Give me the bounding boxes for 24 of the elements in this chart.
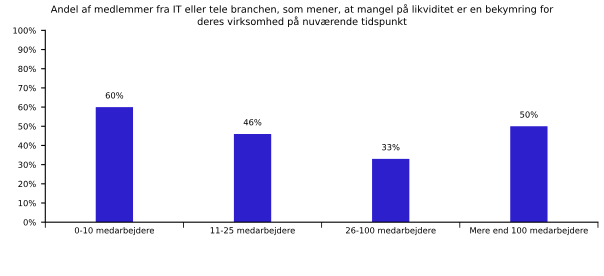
x-tick-label: 26-100 medarbejdere [346,227,436,236]
y-tick-label: 60% [18,104,36,110]
y-tick-label: 20% [18,180,36,188]
data-label: 33% [382,144,400,150]
y-tick-label: 80% [18,66,36,72]
y-tick-label: 70% [18,84,36,92]
bar [234,134,272,222]
y-tick-label: 10% [18,200,36,206]
x-tick-label: 11-25 medarbejdere [210,227,295,236]
y-tick-label: 30% [18,162,36,168]
y-tick-label: 90% [18,46,36,53]
y-tick-label: 100% [13,27,36,34]
data-label: 46% [244,119,262,126]
x-tick-label: 0-10 medarbejdere [74,227,154,236]
bar [96,107,134,222]
y-tick-label: 40% [18,142,36,149]
bar [372,158,410,222]
bar [510,126,548,222]
data-label: 60% [106,92,124,99]
y-tick-label: 0% [24,219,36,226]
data-label: 50% [520,111,538,118]
chart-title: Andel af medlemmer fra IT eller tele branchen, som mener, at mangel på likviditet er en bekymring for deres virksomhed på nuværende tidspunkt [50,4,554,27]
x-tick-label: Mere end 100 medarbejdere [470,227,588,236]
y-tick-label: 50% [18,123,36,130]
